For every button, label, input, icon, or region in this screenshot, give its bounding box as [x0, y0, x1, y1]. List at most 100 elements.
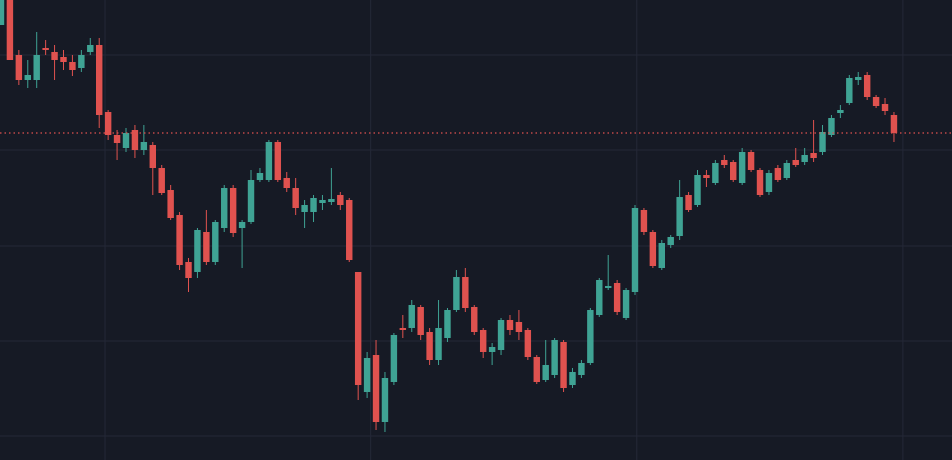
candle-body — [765, 173, 773, 192]
candle-body — [569, 372, 576, 385]
candle-body — [60, 57, 67, 62]
candle-body — [792, 160, 799, 165]
candle-body — [292, 188, 299, 208]
candle-body — [176, 215, 183, 265]
candle-body — [524, 330, 532, 357]
candle-body — [399, 328, 407, 330]
candle-body — [238, 222, 246, 228]
candle-body — [274, 142, 282, 180]
candle-body — [479, 330, 487, 352]
candle-body — [390, 335, 398, 382]
candle-body — [801, 155, 808, 162]
candle-body — [283, 178, 290, 188]
candle-body — [408, 305, 415, 328]
candle-body — [185, 262, 192, 278]
candle-body — [471, 307, 478, 332]
candle-body — [426, 332, 433, 360]
candle-body — [158, 168, 165, 193]
candle-body — [417, 307, 424, 335]
candle-body — [542, 365, 549, 380]
candle-body — [346, 200, 353, 260]
candle-body — [372, 355, 380, 422]
candle-body — [863, 75, 871, 97]
candle-body — [515, 322, 523, 332]
candle-body — [69, 62, 76, 70]
candle-body — [685, 195, 692, 210]
candle-body — [354, 272, 362, 385]
candle-body — [774, 168, 782, 180]
candle-body — [131, 130, 139, 150]
candle-body — [712, 163, 719, 183]
candle-body — [810, 153, 817, 158]
candle-body — [51, 52, 58, 60]
candle-body — [337, 195, 344, 205]
candle-body — [783, 163, 791, 178]
candle-body — [319, 200, 326, 203]
candle-body — [149, 145, 157, 168]
candle-body — [658, 243, 665, 268]
candle-body — [104, 112, 112, 135]
candle-body — [533, 357, 540, 382]
candle-body — [730, 162, 737, 180]
candle-body — [819, 132, 826, 152]
candle-body — [613, 283, 621, 312]
candle-body — [631, 208, 639, 292]
candle-body — [676, 197, 683, 236]
candle-body — [122, 133, 130, 148]
candle-body — [203, 232, 210, 262]
candle-body — [256, 173, 264, 180]
candle-body — [846, 78, 853, 103]
candle-body — [221, 188, 228, 228]
candle-body — [15, 55, 23, 80]
candle-body — [0, 0, 5, 25]
candle-body — [444, 310, 451, 338]
candle-body — [328, 199, 335, 202]
candle-body — [703, 175, 710, 178]
candle-body — [95, 45, 103, 115]
candle-body — [310, 198, 317, 212]
candle-body — [694, 175, 701, 205]
candle-body — [247, 180, 255, 222]
candle-body — [756, 170, 764, 195]
candle-body — [587, 310, 594, 363]
candle-body — [113, 135, 121, 143]
candle-body — [560, 342, 567, 388]
candle-body — [890, 115, 898, 133]
candle-body — [837, 110, 844, 113]
candle-body — [462, 277, 469, 308]
candle-body — [640, 210, 648, 232]
candle-body — [381, 378, 389, 422]
candle-body — [747, 152, 755, 170]
candle-body — [506, 320, 514, 330]
candle-body — [622, 290, 630, 318]
candle-body — [42, 48, 49, 50]
candle-body — [24, 75, 31, 80]
candle-body — [6, 0, 14, 60]
candle-body — [140, 142, 148, 150]
candle-body — [212, 222, 219, 262]
candle-body — [453, 277, 460, 310]
candle-body — [721, 160, 728, 165]
candle-body — [33, 55, 40, 80]
candle-body — [167, 190, 174, 218]
candle-body — [265, 142, 273, 180]
candle-body — [596, 280, 603, 315]
candle-body — [301, 205, 308, 212]
candle-body — [87, 45, 94, 52]
candle-body — [828, 118, 835, 135]
candle-body — [488, 347, 496, 352]
candle-body — [229, 188, 237, 233]
candle-body — [578, 363, 585, 375]
candle-body — [649, 232, 657, 266]
candle-body — [604, 286, 612, 288]
candle-body — [497, 320, 505, 350]
candle-body — [435, 328, 442, 360]
candle-body — [881, 104, 889, 111]
candle-body — [855, 77, 862, 80]
candle-body — [363, 358, 371, 392]
candle-body — [872, 97, 880, 106]
candle-body — [738, 152, 746, 183]
